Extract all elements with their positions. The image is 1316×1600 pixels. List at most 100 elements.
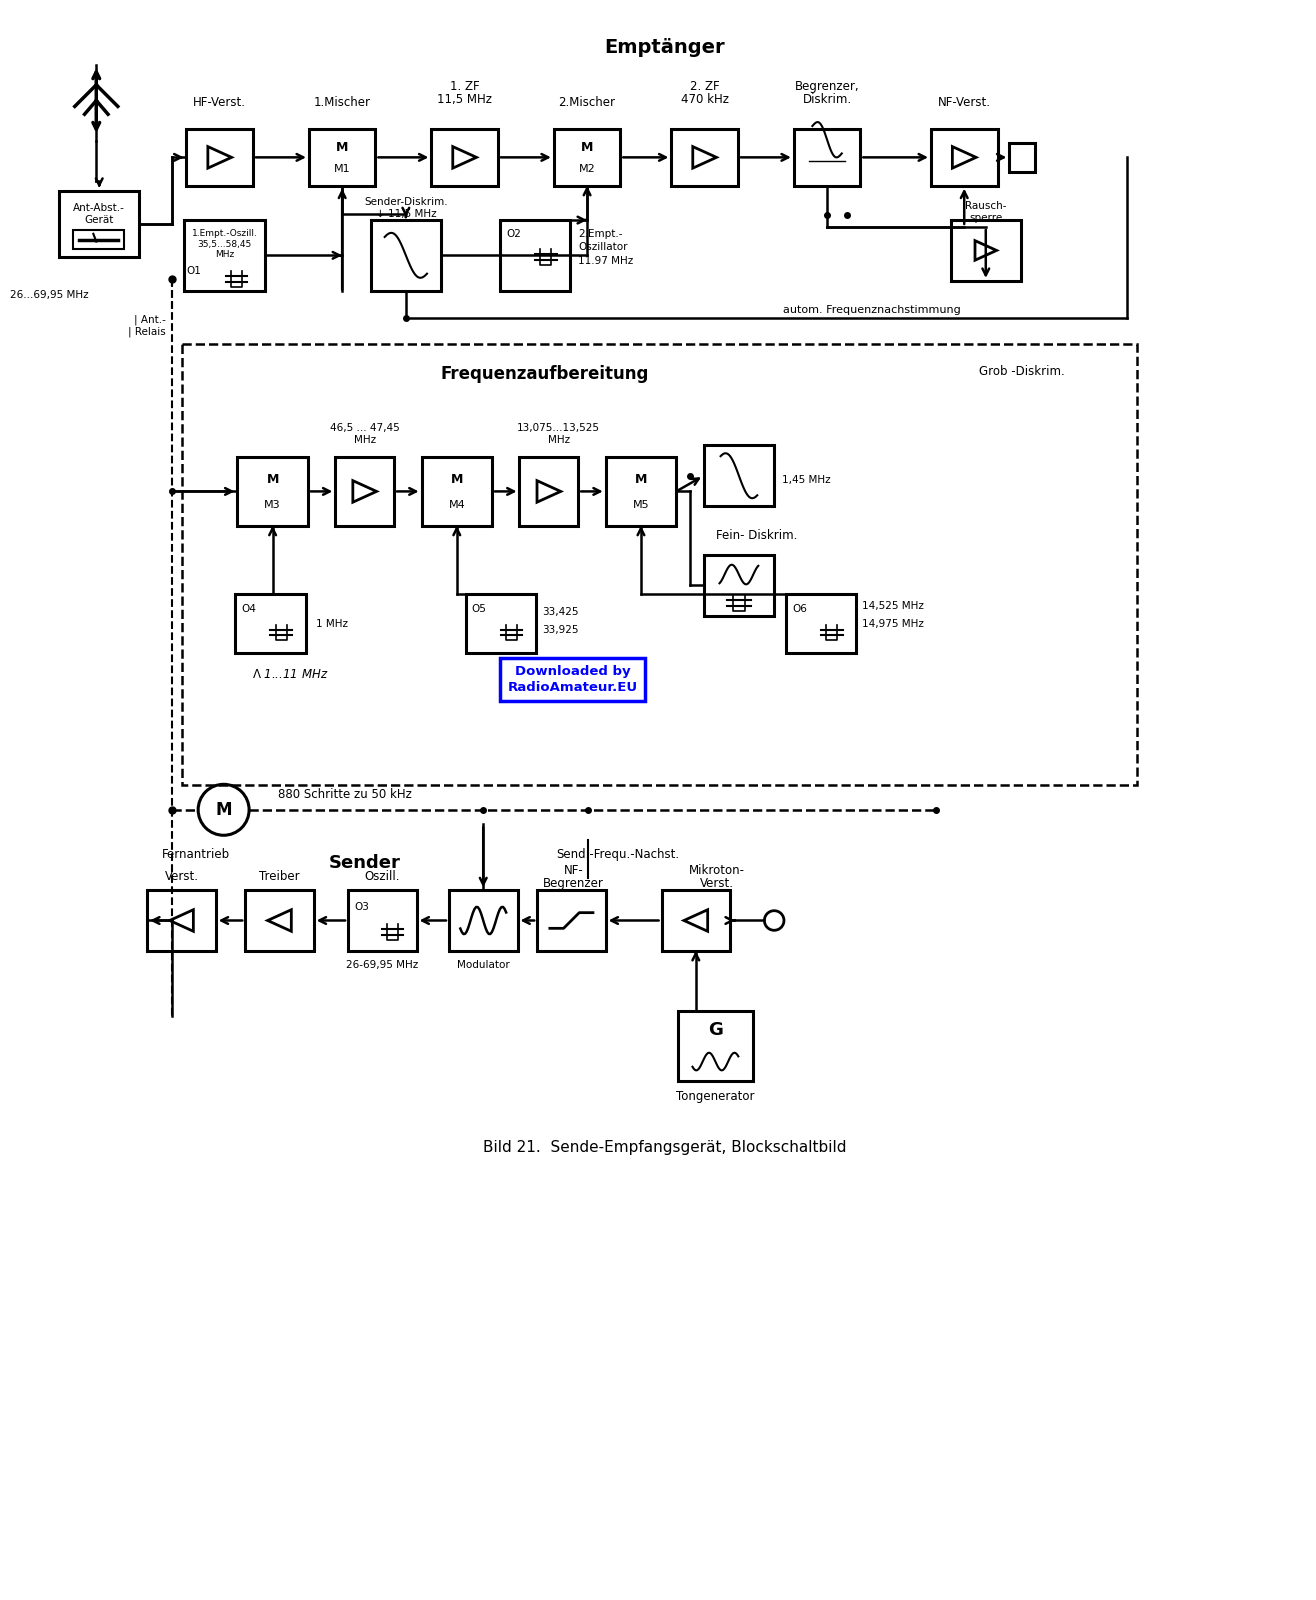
Text: Diskrim.: Diskrim.: [803, 93, 851, 106]
Text: 14,525 MHz: 14,525 MHz: [862, 602, 924, 611]
Text: M: M: [634, 474, 647, 486]
Polygon shape: [684, 910, 708, 931]
Text: Tongenerator: Tongenerator: [676, 1090, 754, 1104]
Polygon shape: [208, 147, 232, 168]
Text: Rausch-: Rausch-: [965, 202, 1007, 211]
Polygon shape: [537, 480, 561, 502]
Text: NF-: NF-: [563, 864, 583, 877]
Text: 2. ZF: 2. ZF: [690, 80, 720, 93]
Bar: [449, 890, 517, 950]
Bar: [950, 221, 1021, 280]
Text: M4: M4: [449, 501, 465, 510]
Polygon shape: [170, 910, 193, 931]
Text: Emptänger: Emptänger: [604, 38, 725, 58]
Bar: [671, 130, 738, 186]
Text: ↓ 11,5 MHz: ↓ 11,5 MHz: [375, 210, 436, 219]
Text: HF-Verst.: HF-Verst.: [193, 96, 246, 109]
Text: Oszill.: Oszill.: [365, 870, 400, 883]
Bar: [182, 344, 1137, 786]
Text: | Relais: | Relais: [128, 326, 166, 338]
Bar: [236, 594, 305, 653]
Text: Gerät: Gerät: [84, 214, 114, 226]
Text: MHz: MHz: [215, 250, 234, 259]
Text: M: M: [266, 474, 279, 486]
Bar: [245, 890, 313, 950]
Text: 26-69,95 MHz: 26-69,95 MHz: [346, 960, 418, 970]
Text: Frequenzaufbereitung: Frequenzaufbereitung: [441, 365, 649, 382]
Text: Fein- Diskrim.: Fein- Diskrim.: [716, 530, 797, 542]
Text: 33,925: 33,925: [542, 624, 579, 635]
Text: Begrenzer,: Begrenzer,: [795, 80, 859, 93]
Bar: [662, 890, 730, 950]
Text: MHz: MHz: [354, 435, 376, 445]
Text: O5: O5: [472, 603, 487, 614]
Text: Begrenzer: Begrenzer: [544, 877, 604, 890]
Text: O1: O1: [187, 266, 201, 277]
Bar: [336, 458, 393, 526]
Text: 2.Empt.-: 2.Empt.-: [578, 229, 622, 238]
Text: Grob -Diskrim.: Grob -Diskrim.: [979, 365, 1065, 379]
Text: 1.Empt.-Oszill.: 1.Empt.-Oszill.: [192, 229, 258, 238]
Bar: [794, 130, 861, 186]
Text: 1. ZF: 1. ZF: [450, 80, 479, 93]
Bar: [500, 658, 645, 701]
Text: autom. Frequenznachstimmung: autom. Frequenznachstimmung: [783, 306, 961, 315]
Text: 11.97 MHz: 11.97 MHz: [578, 256, 633, 266]
Bar: [500, 221, 570, 291]
Bar: [537, 890, 605, 950]
Bar: [930, 130, 998, 186]
Text: M5: M5: [633, 501, 649, 510]
Text: Bild 21.  Sende-Empfangsgerät, Blockschaltbild: Bild 21. Sende-Empfangsgerät, Blockschal…: [483, 1141, 846, 1155]
Bar: [520, 458, 578, 526]
Text: 2.Mischer: 2.Mischer: [558, 96, 616, 109]
Bar: [371, 221, 441, 291]
Text: M: M: [450, 474, 463, 486]
Text: Modulator: Modulator: [457, 960, 509, 970]
Bar: [237, 458, 308, 526]
Text: Mikroton-: Mikroton-: [690, 864, 745, 877]
Bar: [704, 555, 774, 616]
Text: Downloaded by: Downloaded by: [515, 666, 630, 678]
Text: M: M: [216, 800, 232, 819]
Bar: [678, 1011, 753, 1082]
Text: NF-Verst.: NF-Verst.: [938, 96, 991, 109]
Polygon shape: [353, 480, 376, 502]
Bar: [187, 130, 253, 186]
Bar: [704, 445, 774, 506]
Text: 880 Schritte zu 50 kHz: 880 Schritte zu 50 kHz: [278, 787, 412, 800]
Bar: [309, 130, 375, 186]
Bar: [554, 130, 620, 186]
Text: 35,5...58,45: 35,5...58,45: [197, 240, 251, 250]
Bar: [184, 221, 265, 291]
Text: 470 kHz: 470 kHz: [680, 93, 729, 106]
Text: 33,425: 33,425: [542, 606, 579, 618]
Text: 46,5 ... 47,45: 46,5 ... 47,45: [330, 422, 400, 432]
Polygon shape: [692, 147, 716, 168]
Bar: [421, 458, 492, 526]
Text: O3: O3: [354, 902, 370, 912]
Text: RadioAmateur.EU: RadioAmateur.EU: [507, 682, 637, 694]
Text: O4: O4: [242, 603, 257, 614]
Text: 26...69,95 MHz: 26...69,95 MHz: [11, 291, 88, 301]
Text: Sender-Diskrim.: Sender-Diskrim.: [365, 197, 447, 208]
Text: M: M: [336, 141, 349, 154]
Text: M3: M3: [265, 501, 280, 510]
Text: Send.-Frequ.-Nachst.: Send.-Frequ.-Nachst.: [555, 848, 679, 861]
Polygon shape: [453, 147, 476, 168]
Text: M2: M2: [579, 163, 595, 174]
Bar: [466, 594, 536, 653]
Text: 14,975 MHz: 14,975 MHz: [862, 619, 924, 629]
Text: Sender: Sender: [329, 854, 400, 872]
Bar: [147, 890, 216, 950]
Text: 13,075...13,525: 13,075...13,525: [517, 422, 600, 432]
Text: O2: O2: [507, 229, 521, 238]
Text: G: G: [708, 1021, 722, 1040]
Polygon shape: [975, 240, 996, 261]
Text: $\Lambda$ 1...11 MHz: $\Lambda$ 1...11 MHz: [251, 669, 329, 682]
Text: 11,5 MHz: 11,5 MHz: [437, 93, 492, 106]
Text: sperre: sperre: [969, 213, 1003, 222]
Bar: [72, 230, 124, 250]
Text: M: M: [580, 141, 594, 154]
Text: | Ant.-: | Ant.-: [134, 315, 166, 325]
Text: Ant-Abst.-: Ant-Abst.-: [74, 203, 125, 213]
